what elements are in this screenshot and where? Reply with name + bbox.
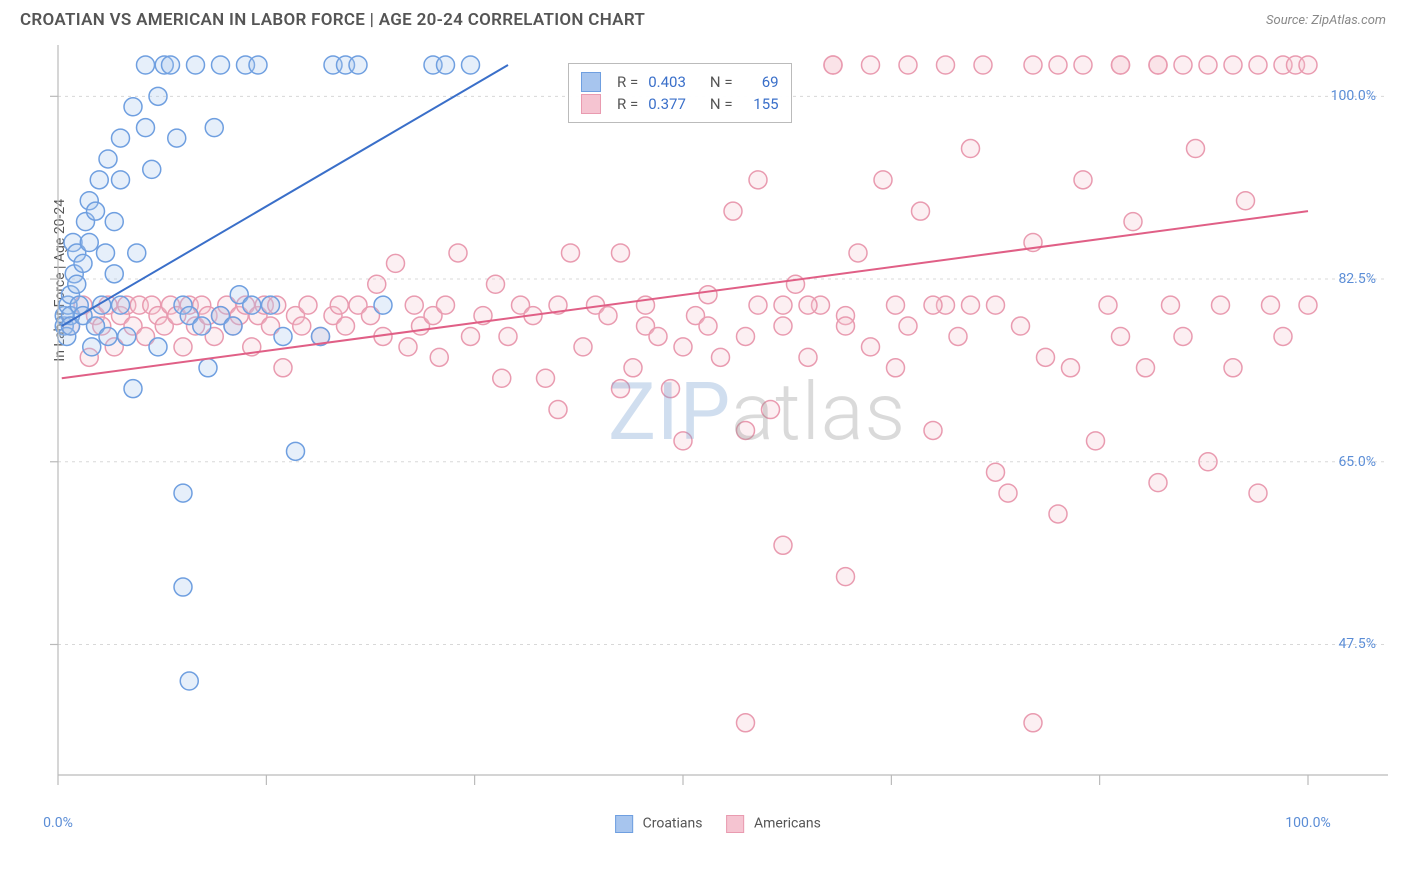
y-tick-label: 65.0% [1338,454,1376,470]
y-tick-label: 100.0% [1331,88,1376,104]
stat-row-croatians: R =0.403 N =69 [581,72,779,92]
chart-source: Source: ZipAtlas.com [1266,13,1386,28]
scatter-plot [48,45,1388,825]
x-tick-label: 100.0% [1285,815,1330,831]
swatch-croatians-icon [615,815,633,833]
swatch-americans [581,94,601,114]
legend-item-americans: Americans [727,815,821,833]
chart-header: CROATIAN VS AMERICAN IN LABOR FORCE | AG… [0,0,1406,36]
y-tick-label: 82.5% [1338,271,1376,287]
x-axis-legend: Croatians Americans [615,815,821,833]
stat-row-americans: R =0.377 N =155 [581,94,779,114]
correlation-stats-box: R =0.403 N =69 R =0.377 N =155 [568,63,792,123]
y-tick-label: 47.5% [1338,636,1376,652]
chart-title: CROATIAN VS AMERICAN IN LABOR FORCE | AG… [20,10,645,30]
plot-area: In Labor Force | Age 20-24 ZIPatlas R =0… [48,45,1388,825]
x-tick-label: 0.0% [43,815,73,831]
legend-item-croatians: Croatians [615,815,702,833]
swatch-americans-icon [727,815,745,833]
swatch-croatians [581,72,601,92]
